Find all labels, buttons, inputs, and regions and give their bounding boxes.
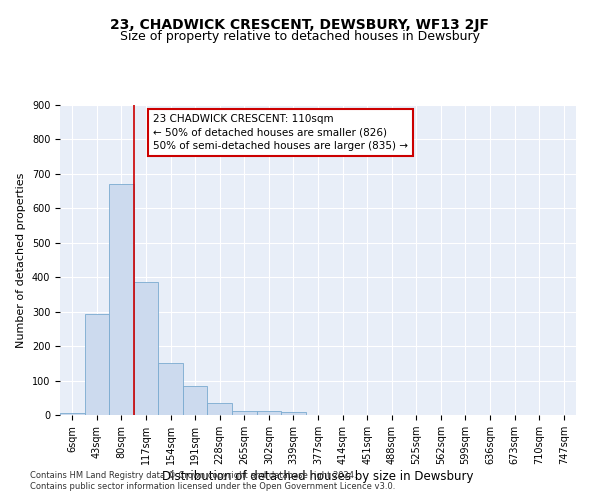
Text: Contains public sector information licensed under the Open Government Licence v3: Contains public sector information licen… (30, 482, 395, 491)
Bar (60, 413, 85, 415)
Bar (208, 403, 232, 415)
Bar (85, 314, 109, 415)
Text: Size of property relative to detached houses in Dewsbury: Size of property relative to detached ho… (120, 30, 480, 43)
Bar (281, 412, 306, 415)
Bar (232, 411, 257, 415)
Text: 23 CHADWICK CRESCENT: 110sqm
← 50% of detached houses are smaller (826)
50% of s: 23 CHADWICK CRESCENT: 110sqm ← 50% of de… (153, 114, 408, 150)
X-axis label: Distribution of detached houses by size in Dewsbury: Distribution of detached houses by size … (162, 470, 474, 483)
Text: 23, CHADWICK CRESCENT, DEWSBURY, WF13 2JF: 23, CHADWICK CRESCENT, DEWSBURY, WF13 2J… (110, 18, 490, 32)
Bar (158, 364, 183, 415)
Bar (109, 184, 134, 415)
Bar (134, 282, 158, 415)
Bar (257, 411, 281, 415)
Y-axis label: Number of detached properties: Number of detached properties (16, 172, 26, 348)
Text: Contains HM Land Registry data © Crown copyright and database right 2024.: Contains HM Land Registry data © Crown c… (30, 471, 356, 480)
Bar (183, 386, 208, 415)
